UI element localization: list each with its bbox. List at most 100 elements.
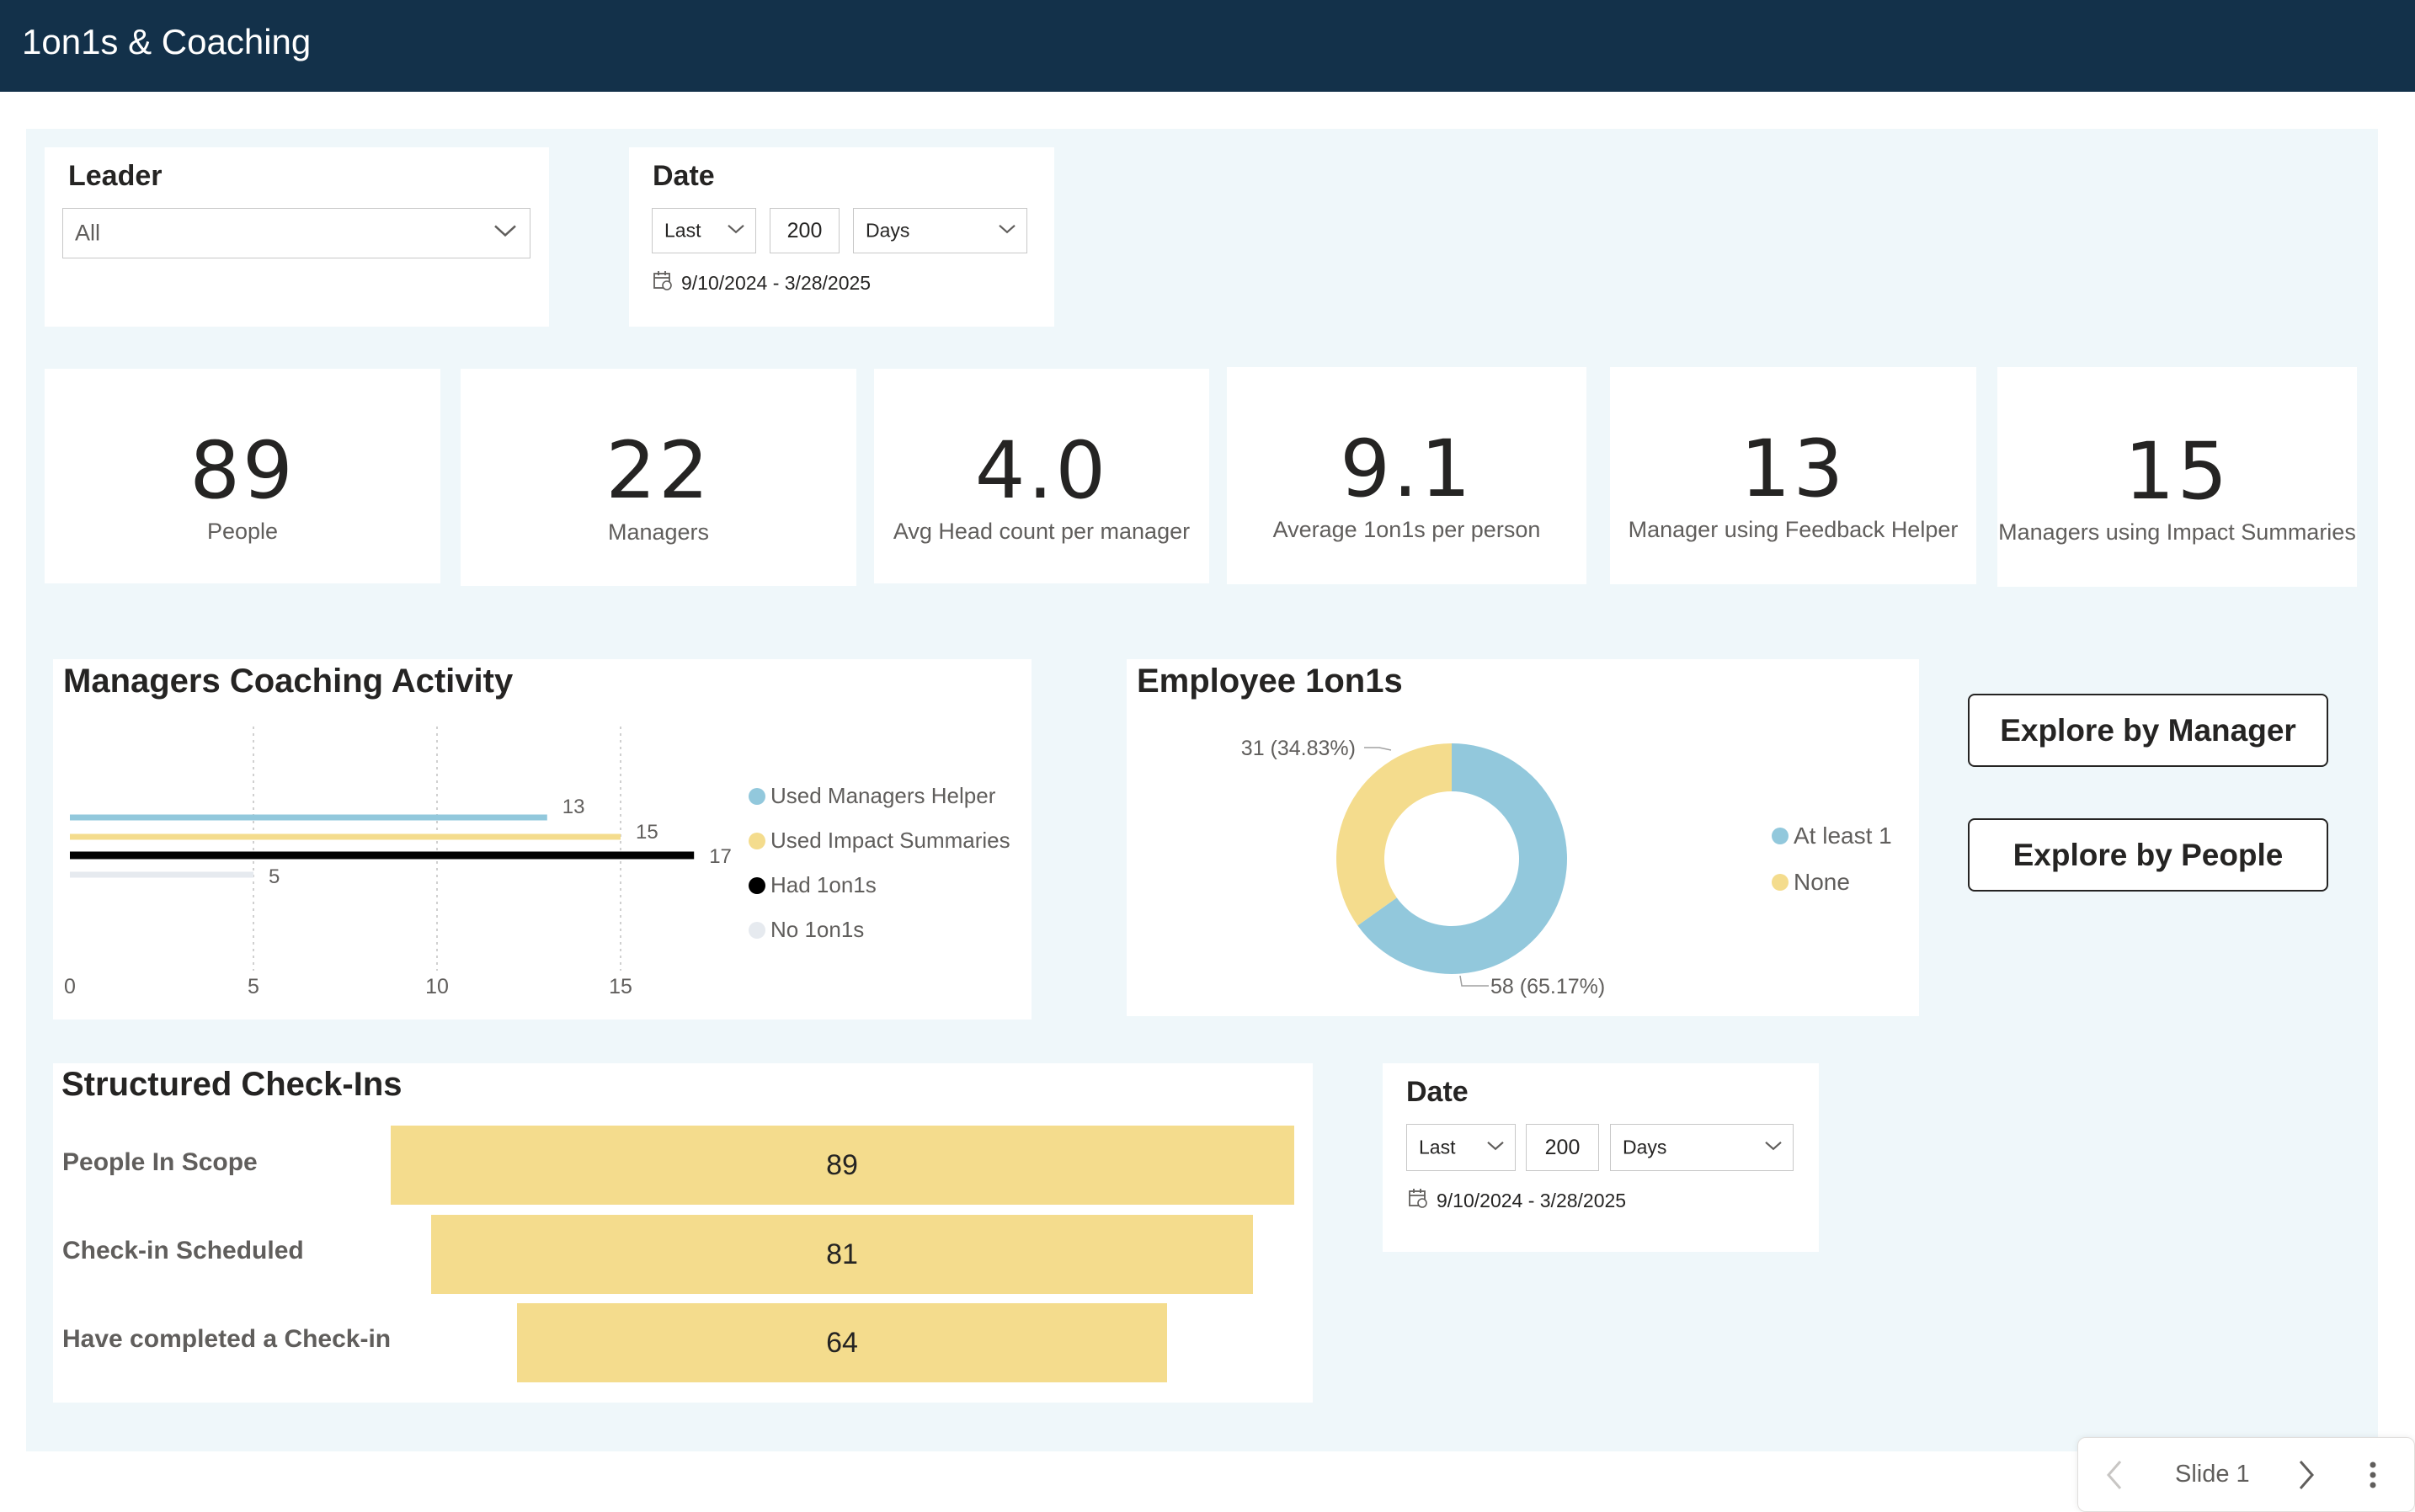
legend-label: No 1on1s bbox=[770, 917, 865, 942]
leader-dropdown[interactable]: All bbox=[62, 208, 530, 258]
legend-label: None bbox=[1794, 869, 1850, 895]
coaching-activity-chart: Managers Coaching Activity 0 5 10 15 13 15 17 5… bbox=[53, 659, 1032, 1020]
explore-by-people-button[interactable]: Explore by People bbox=[1968, 818, 2328, 892]
legend-label: Used Impact Summaries bbox=[770, 828, 1010, 853]
kpi-value: 4.0 bbox=[974, 425, 1109, 517]
legend-item[interactable]: Had 1on1s bbox=[749, 872, 877, 898]
slide-navigator: Slide 1 bbox=[2077, 1437, 2415, 1512]
legend-label: Used Managers Helper bbox=[770, 783, 996, 808]
legend-label: Had 1on1s bbox=[770, 872, 877, 897]
previous-slide-icon[interactable] bbox=[2103, 1458, 2125, 1496]
date-range-text: 9/10/2024 - 3/28/2025 bbox=[1437, 1189, 1627, 1211]
funnel-label: Have completed a Check-in bbox=[62, 1325, 392, 1353]
legend-dot bbox=[749, 876, 765, 894]
kpi-card-avg-1on1s: 9.1 Average 1on1s per person bbox=[1227, 367, 1586, 584]
leader-line bbox=[1364, 747, 1392, 751]
funnel-bar[interactable]: 89 bbox=[390, 1126, 1294, 1205]
data-label: 15 bbox=[636, 821, 658, 844]
legend-item[interactable]: Used Impact Summaries bbox=[749, 828, 1010, 854]
date-range[interactable]: 9/10/2024 - 3/28/2025 bbox=[653, 270, 871, 295]
date-slicer-title: Date bbox=[653, 160, 715, 192]
period-dropdown[interactable]: Last bbox=[652, 208, 756, 253]
kpi-label: Manager using Feedback Helper bbox=[1628, 517, 1959, 542]
period-dropdown[interactable]: Last bbox=[1406, 1124, 1516, 1171]
chevron-down-icon bbox=[1486, 1134, 1505, 1157]
calendar-icon bbox=[1408, 1188, 1428, 1213]
legend-dot bbox=[749, 832, 765, 849]
legend-dot bbox=[749, 787, 765, 805]
unit-value: Days bbox=[1623, 1136, 1667, 1158]
calendar-icon bbox=[653, 270, 673, 295]
leader-line bbox=[1459, 975, 1489, 987]
unit-value: Days bbox=[866, 219, 910, 242]
funnel-value: 64 bbox=[826, 1326, 858, 1359]
donut-plot: 58 (65.17%) 31 (34.83%) bbox=[1241, 737, 1605, 998]
data-label: 13 bbox=[562, 796, 585, 818]
funnel-bar[interactable]: 81 bbox=[430, 1215, 1254, 1294]
tick-label: 5 bbox=[248, 975, 259, 998]
structured-checkins-chart: Structured Check-Ins People In Scope Che… bbox=[53, 1063, 1313, 1403]
kpi-card-managers: 22 Managers bbox=[461, 369, 856, 586]
next-slide-icon[interactable] bbox=[2295, 1458, 2317, 1496]
tick-label: 10 bbox=[425, 975, 449, 998]
coaching-bar-plot: 0 5 10 15 13 15 17 5 bbox=[64, 727, 732, 998]
donut-slice bbox=[1336, 743, 1452, 926]
more-options-icon[interactable] bbox=[2368, 1460, 2378, 1494]
kpi-label: Avg Head count per manager bbox=[893, 519, 1191, 544]
legend-dot bbox=[1772, 874, 1789, 891]
employee-1on1s-chart: Employee 1on1s 58 (65.17%) 31 (34.83%) At… bbox=[1127, 659, 1919, 1016]
legend-dot bbox=[749, 921, 765, 939]
date-slicer-bottom: Date Last 200 Days 9/10/2024 - 3/28/2025 bbox=[1383, 1063, 1819, 1252]
unit-dropdown[interactable]: Days bbox=[853, 208, 1027, 253]
funnel-label: Check-in Scheduled bbox=[62, 1237, 304, 1264]
leader-slicer-title: Leader bbox=[68, 160, 163, 192]
funnel-bars: 89 81 64 bbox=[53, 1063, 1313, 1403]
kpi-card-impact-summaries: 15 Managers using Impact Summaries bbox=[1997, 367, 2357, 587]
legend-label: At least 1 bbox=[1794, 823, 1892, 849]
kpi-value: 15 bbox=[2124, 426, 2231, 518]
kpi-label: Average 1on1s per person bbox=[1272, 517, 1541, 542]
kpi-value: 9.1 bbox=[1340, 423, 1474, 515]
date-range[interactable]: 9/10/2024 - 3/28/2025 bbox=[1408, 1188, 1626, 1213]
date-slicer-title: Date bbox=[1406, 1076, 1469, 1108]
chevron-down-icon bbox=[998, 217, 1016, 240]
legend-dot bbox=[1772, 828, 1789, 844]
amount-input[interactable]: 200 bbox=[1526, 1124, 1599, 1171]
bar bbox=[70, 871, 253, 878]
unit-dropdown[interactable]: Days bbox=[1610, 1124, 1794, 1171]
kpi-label: People bbox=[206, 519, 279, 544]
chart-title: Structured Check-Ins bbox=[61, 1066, 402, 1103]
data-label: 5 bbox=[269, 865, 280, 888]
data-label: 31 (34.83%) bbox=[1241, 737, 1356, 760]
donut-slice bbox=[1357, 743, 1567, 974]
tick-label: 0 bbox=[64, 975, 76, 998]
tick-label: 15 bbox=[609, 975, 632, 998]
kpi-card-feedback-helper: 13 Manager using Feedback Helper bbox=[1610, 367, 1976, 584]
funnel-value: 81 bbox=[826, 1238, 858, 1270]
funnel-value: 89 bbox=[826, 1148, 858, 1181]
date-range-text: 9/10/2024 - 3/28/2025 bbox=[681, 271, 872, 294]
legend-item[interactable]: Used Managers Helper bbox=[749, 783, 995, 809]
period-value: Last bbox=[664, 219, 701, 242]
leader-slicer: Leader All bbox=[45, 147, 549, 327]
explore-by-manager-button[interactable]: Explore by Manager bbox=[1968, 694, 2328, 767]
kpi-label: Managers using Impact Summaries bbox=[1998, 519, 2356, 545]
kpi-card-avg-headcount: 4.0 Avg Head count per manager bbox=[874, 369, 1209, 583]
legend-item[interactable]: No 1on1s bbox=[749, 917, 864, 943]
period-value: Last bbox=[1419, 1136, 1456, 1158]
slide-label: Slide 1 bbox=[2175, 1461, 2250, 1488]
legend-item[interactable]: At least 1 bbox=[1772, 823, 1892, 849]
funnel-label: People In Scope bbox=[62, 1148, 258, 1176]
top-header: 1on1s & Coaching bbox=[0, 0, 2415, 92]
kpi-label: Managers bbox=[607, 519, 710, 545]
leader-dropdown-value: All bbox=[75, 220, 101, 246]
data-label: 58 (65.17%) bbox=[1490, 975, 1605, 998]
amount-input[interactable]: 200 bbox=[770, 208, 840, 253]
chart-title: Employee 1on1s bbox=[1137, 663, 1403, 700]
date-slicer-top: Date Last 200 Days 9/10/2024 - 3/28/2025 bbox=[629, 147, 1054, 327]
bar bbox=[70, 833, 621, 840]
chevron-down-icon bbox=[493, 217, 518, 243]
kpi-value: 13 bbox=[1740, 423, 1847, 515]
funnel-bar[interactable]: 64 bbox=[517, 1303, 1167, 1382]
legend-item[interactable]: None bbox=[1772, 869, 1850, 896]
